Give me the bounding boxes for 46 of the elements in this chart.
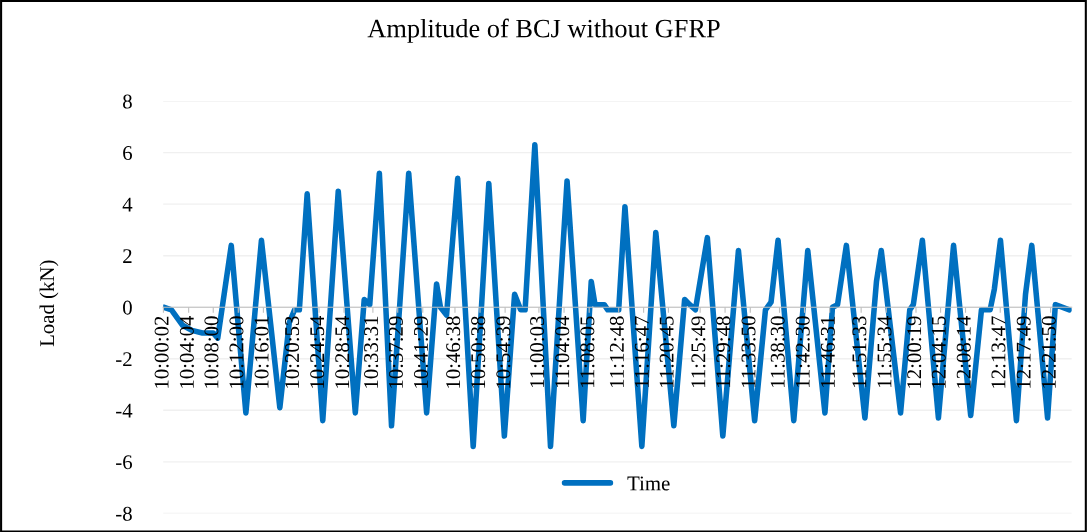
x-tick-label: 11:12:48 (609, 316, 624, 388)
x-tick-label: 12:00:19 (907, 316, 922, 388)
x-tick-label: 11:46:31 (820, 316, 835, 388)
x-tick-label: 10:08:00 (204, 316, 219, 388)
x-tick-label: 11:29:48 (716, 316, 731, 388)
x-tick-label: 10:41:29 (413, 316, 429, 388)
x-tick-label: 11:00:03 (530, 316, 545, 388)
x-tick-label: 10:33:31 (364, 316, 379, 388)
x-tick-label: 11:33:50 (741, 316, 756, 388)
x-tick-label: 10:37:29 (388, 316, 404, 388)
x-tick-label: 11:20:45 (659, 316, 674, 388)
x-tick-label: 10:04:04 (179, 315, 194, 388)
x-tick-label: 10:28:54 (335, 315, 350, 388)
x-tick-label: 10:50:38 (471, 316, 486, 388)
y-tick-label: 0 (123, 300, 132, 315)
legend-label: Time (627, 476, 670, 491)
x-tick-label: 10:54:39 (496, 316, 511, 388)
x-tick-label: 10:46:38 (446, 316, 461, 388)
chart-title: Amplitude of BCJ without GFRP (367, 18, 720, 43)
x-tick-label: 10:20:53 (285, 316, 300, 388)
x-tick-label: 12:08:14 (956, 315, 971, 388)
x-tick-label: 10:16:01 (254, 316, 269, 388)
y-tick-label: 4 (122, 197, 133, 212)
x-tick-label: 12:13:47 (991, 316, 1006, 388)
x-tick-label: 11:08:05 (580, 316, 595, 388)
y-tick-label: 8 (123, 94, 132, 109)
x-tick-label: 12:17:49 (1016, 316, 1031, 388)
x-tick-label: 11:04:04 (555, 315, 570, 388)
y-tick-label: -8 (116, 506, 132, 521)
x-tick-label: 10:00:02 (154, 316, 169, 388)
y-tick-label: 6 (123, 146, 133, 161)
y-tick-label: -4 (116, 403, 133, 418)
x-tick-label: 11:51:33 (852, 316, 867, 388)
x-tick-label: 11:42:30 (795, 316, 810, 388)
y-tick-label: -2 (116, 352, 132, 366)
x-tick-label: 12:21:50 (1041, 316, 1056, 388)
y-axis-title: Load (kN) (39, 260, 59, 347)
x-tick-label: 11:38:30 (770, 316, 785, 388)
x-tick-label: 10:24:54 (310, 315, 325, 388)
x-tick-label: 11:25:49 (691, 316, 706, 388)
y-tick-label: 2 (123, 249, 132, 263)
x-tick-label: 10:12:00 (229, 316, 244, 388)
x-tick-label: 11:55:34 (877, 315, 892, 388)
x-tick-label: 11:16:47 (634, 316, 649, 388)
y-tick-label: -6 (116, 455, 133, 470)
x-tick-label: 12:04:15 (931, 316, 946, 388)
